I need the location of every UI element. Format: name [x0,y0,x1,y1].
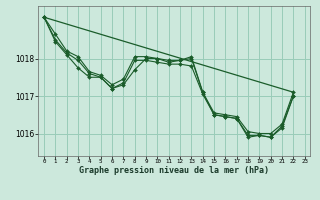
X-axis label: Graphe pression niveau de la mer (hPa): Graphe pression niveau de la mer (hPa) [79,166,269,175]
